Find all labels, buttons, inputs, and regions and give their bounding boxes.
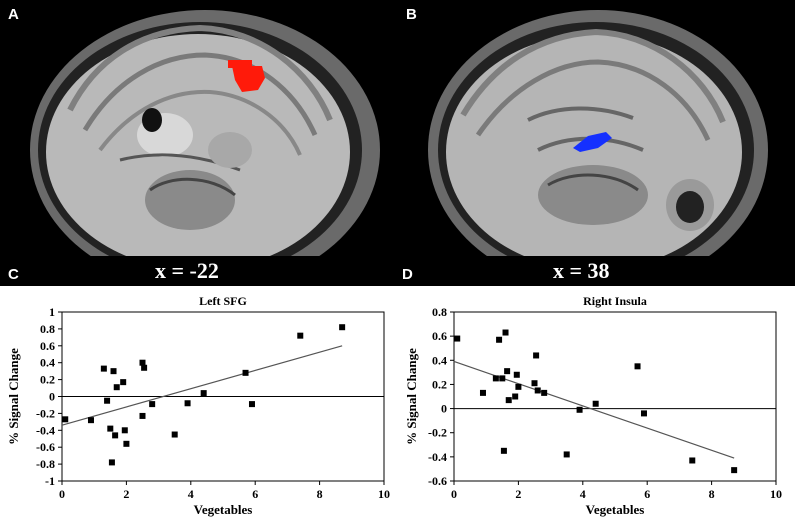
- chart-title: Left SFG: [199, 294, 247, 308]
- x-tick-label: 2: [515, 487, 521, 501]
- activation-cluster-red: [228, 60, 252, 68]
- mri-sagittal-right: [398, 0, 795, 256]
- x-axis-label: Vegetables: [194, 502, 253, 517]
- data-point: [640, 410, 647, 417]
- data-point: [200, 390, 207, 397]
- x-tick-label: 4: [580, 487, 586, 501]
- x-tick-label: 0: [59, 487, 65, 501]
- data-point: [113, 384, 120, 391]
- x-tick-label: 8: [317, 487, 323, 501]
- data-point: [512, 393, 519, 400]
- data-point: [500, 447, 507, 454]
- data-point: [100, 365, 107, 372]
- data-point: [108, 459, 115, 466]
- slice-coordinate-right: x = 38: [553, 258, 610, 283]
- data-point: [454, 335, 461, 342]
- y-tick-label: 0: [441, 402, 447, 416]
- scatter-chart-left-sfg: Left SFG -1 -0.8 -0.6 -0.4 -0.2 0 0.2 0.4 0.6 0.8 1…: [6, 294, 390, 517]
- x-tick-label: 0: [451, 487, 457, 501]
- y-tick-label: 0.8: [432, 305, 447, 319]
- data-point: [634, 363, 641, 370]
- y-tick-label: 0.2: [40, 373, 55, 387]
- x-tick-label: 2: [123, 487, 129, 501]
- plot-area-border: [453, 311, 777, 482]
- data-point: [297, 332, 304, 339]
- slice-coordinate-left: x = -22: [155, 258, 219, 283]
- y-tick-label: -0.8: [36, 457, 55, 471]
- data-point: [513, 371, 520, 378]
- y-axis-label: % Signal Change: [404, 348, 419, 445]
- data-point: [689, 457, 696, 464]
- panel-label-a: A: [8, 6, 19, 23]
- data-point: [184, 400, 191, 407]
- panel-label-b: B: [406, 6, 417, 23]
- data-point: [248, 401, 255, 408]
- data-point: [504, 368, 511, 375]
- scatter-chart-right-insula: Right Insula -0.6 -0.4 -0.2 0 0.2 0.4 0.6 0.8 0 2 4…: [404, 294, 782, 517]
- y-tick-label: -0.2: [428, 426, 447, 440]
- data-point: [502, 329, 509, 336]
- y-tick-label: 1: [49, 305, 55, 319]
- x-tick-label: 10: [378, 487, 390, 501]
- data-point: [541, 389, 548, 396]
- y-tick-label: -1: [45, 474, 55, 488]
- data-point: [141, 364, 148, 371]
- panel-label-d: D: [402, 266, 413, 283]
- x-tick-label: 6: [252, 487, 258, 501]
- data-point: [533, 352, 540, 359]
- data-point: [515, 383, 522, 390]
- y-tick-label: -0.4: [428, 450, 447, 464]
- activation-cluster-blue: [573, 132, 612, 152]
- data-point: [534, 387, 541, 394]
- data-point: [139, 412, 146, 419]
- data-point: [123, 440, 130, 447]
- data-point: [107, 425, 114, 432]
- data-point: [731, 467, 738, 474]
- y-tick-label: -0.4: [36, 423, 55, 437]
- x-tick-label: 4: [188, 487, 194, 501]
- data-point: [492, 375, 499, 382]
- y-tick-label: -0.2: [36, 406, 55, 420]
- data-point: [479, 389, 486, 396]
- data-point: [87, 417, 94, 424]
- x-tick-label: 8: [709, 487, 715, 501]
- panel-label-c: C: [8, 266, 19, 283]
- chart-title: Right Insula: [583, 294, 647, 308]
- y-tick-label: 0.2: [432, 377, 447, 391]
- data-point: [505, 397, 512, 404]
- data-point: [62, 416, 69, 423]
- y-tick-label: 0.4: [40, 356, 55, 370]
- data-point: [531, 380, 538, 387]
- y-tick-label: 0: [49, 390, 55, 404]
- data-point: [339, 324, 346, 331]
- x-axis-label: Vegetables: [586, 502, 645, 517]
- mri-sagittal-left: [0, 0, 397, 256]
- y-tick-label: 0.6: [432, 329, 447, 343]
- data-point: [576, 406, 583, 413]
- data-point: [139, 359, 146, 366]
- data-point: [110, 368, 117, 375]
- y-tick-label: -0.6: [36, 440, 55, 454]
- data-point: [592, 400, 599, 407]
- data-point: [242, 369, 249, 376]
- data-point: [112, 432, 119, 439]
- trend-line: [61, 345, 343, 426]
- y-tick-label: 0.8: [40, 322, 55, 336]
- x-tick-label: 10: [770, 487, 782, 501]
- x-tick-label: 6: [644, 487, 650, 501]
- data-point: [120, 379, 127, 386]
- data-point: [104, 397, 111, 404]
- y-axis-label: % Signal Change: [6, 348, 21, 445]
- activation-cluster-red-body: [232, 66, 265, 92]
- y-tick-label: 0.4: [432, 353, 447, 367]
- data-point: [149, 401, 156, 408]
- data-point: [499, 375, 506, 382]
- data-point: [171, 431, 178, 438]
- data-point: [121, 427, 128, 434]
- data-point: [563, 451, 570, 458]
- data-point: [496, 336, 503, 343]
- y-tick-label: 0.6: [40, 339, 55, 353]
- y-tick-label: -0.6: [428, 474, 447, 488]
